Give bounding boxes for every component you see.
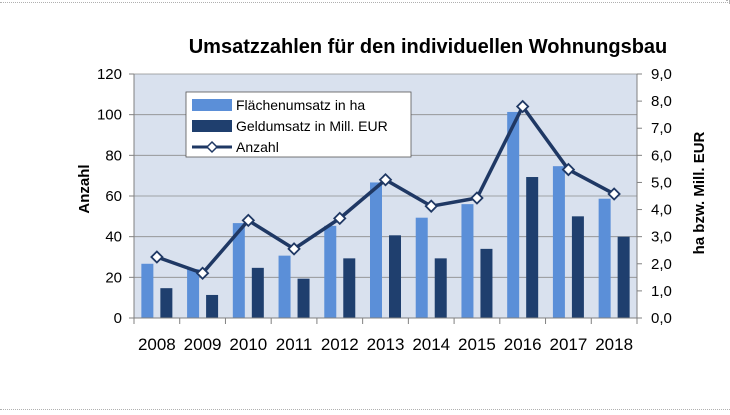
legend-marker-anzahl [205, 140, 219, 154]
bar-geldumsatz [434, 258, 447, 318]
legend: Flächenumsatz in ha Geldumsatz in Mill. … [185, 91, 412, 158]
legend-swatch-flaechenumsatz [192, 99, 232, 111]
bar-flaechenumsatz [461, 204, 474, 318]
anzahl-marker [378, 172, 393, 187]
anzahl-marker [470, 191, 484, 205]
y-right-tick-label: 7,0 [651, 120, 672, 137]
anzahl-marker [607, 187, 621, 201]
x-tick-label: 2014 [412, 335, 450, 354]
x-tick-label: 2011 [276, 335, 313, 354]
bar-flaechenumsatz [507, 111, 520, 318]
y-left-tick-label: 20 [105, 269, 122, 286]
anzahl-marker [561, 162, 576, 177]
legend-label-flaechenumsatz: Flächenumsatz in ha [236, 97, 365, 113]
x-tick-label: 2012 [321, 335, 359, 354]
x-tick-label: 2018 [595, 335, 633, 354]
bar-flaechenumsatz [187, 269, 200, 318]
legend-label-anzahl: Anzahl [236, 139, 279, 155]
bar-geldumsatz [206, 294, 219, 318]
bottom-border-dotted [0, 409, 730, 410]
bar-geldumsatz [480, 248, 493, 318]
y-left-tick-label: 120 [97, 66, 122, 83]
bar-flaechenumsatz [598, 198, 611, 318]
y-left-tick-label: 80 [105, 147, 122, 164]
bar-geldumsatz [526, 177, 539, 318]
x-tick-label: 2016 [504, 335, 542, 354]
legend-swatch-geldumsatz [192, 120, 232, 132]
top-border-dotted [0, 2, 730, 3]
tick-labels: 0 20 40 60 80 100 120 0,0 1,0 2,0 3,0 4,0 5,0 6,0 7,0 8… [97, 66, 672, 354]
anzahl-line [150, 99, 621, 281]
y-right-tick-label: 0,0 [651, 310, 672, 327]
y-left-tick-label: 100 [97, 107, 122, 124]
y-right-tick-label: 6,0 [651, 147, 672, 164]
x-tick-label: 2009 [184, 335, 222, 354]
axes [129, 73, 642, 324]
y-right-tick-label: 4,0 [651, 202, 672, 219]
bar-flaechenumsatz [552, 166, 565, 318]
anzahl-marker [333, 211, 347, 226]
x-tick-label: 2015 [458, 335, 496, 354]
bar-flaechenumsatz [232, 223, 245, 318]
anzahl-marker [195, 266, 210, 281]
bar-geldumsatz [297, 278, 310, 318]
y-left-tick-label: 60 [105, 188, 122, 205]
bar-flaechenumsatz [370, 182, 382, 318]
chart-title: Umsatzzahlen für den individuellen Wohnu… [189, 36, 668, 58]
x-tick-label: 2017 [549, 335, 587, 354]
anzahl-marker [515, 99, 530, 114]
y-left-tick-label: 0 [114, 310, 122, 327]
anzahl-marker [241, 213, 256, 228]
y-right-tick-label: 9,0 [651, 66, 672, 83]
bar-flaechenumsatz [324, 225, 337, 318]
bar-flaechenumsatz [278, 255, 291, 318]
bars [141, 111, 630, 318]
y-left-tick-label: 40 [105, 229, 122, 246]
anzahl-marker [287, 242, 301, 256]
y-axis-left-label: Anzahl [76, 164, 93, 213]
bar-geldumsatz [571, 216, 584, 318]
anzahl-marker [150, 250, 164, 264]
bar-geldumsatz [617, 236, 630, 318]
bar-flaechenumsatz [415, 217, 428, 318]
legend-label-geldumsatz: Geldumsatz in Mill. EUR [236, 118, 388, 134]
y-axis-right-label: ha bzw. Mill. EUR [691, 131, 708, 254]
y-right-tick-label: 3,0 [651, 229, 672, 246]
bar-geldumsatz [389, 235, 401, 318]
anzahl-marker [424, 199, 438, 213]
y-right-tick-label: 1,0 [651, 283, 672, 300]
x-tick-label: 2010 [229, 335, 267, 354]
bar-geldumsatz [251, 267, 264, 318]
y-right-tick-label: 2,0 [651, 256, 672, 273]
bar-geldumsatz [160, 288, 173, 318]
y-right-tick-label: 8,0 [651, 93, 672, 110]
y-right-tick-label: 5,0 [651, 174, 672, 191]
x-tick-label: 2008 [138, 335, 176, 354]
bar-flaechenumsatz [141, 263, 154, 318]
bar-geldumsatz [343, 258, 356, 318]
x-tick-label: 2013 [367, 335, 405, 354]
